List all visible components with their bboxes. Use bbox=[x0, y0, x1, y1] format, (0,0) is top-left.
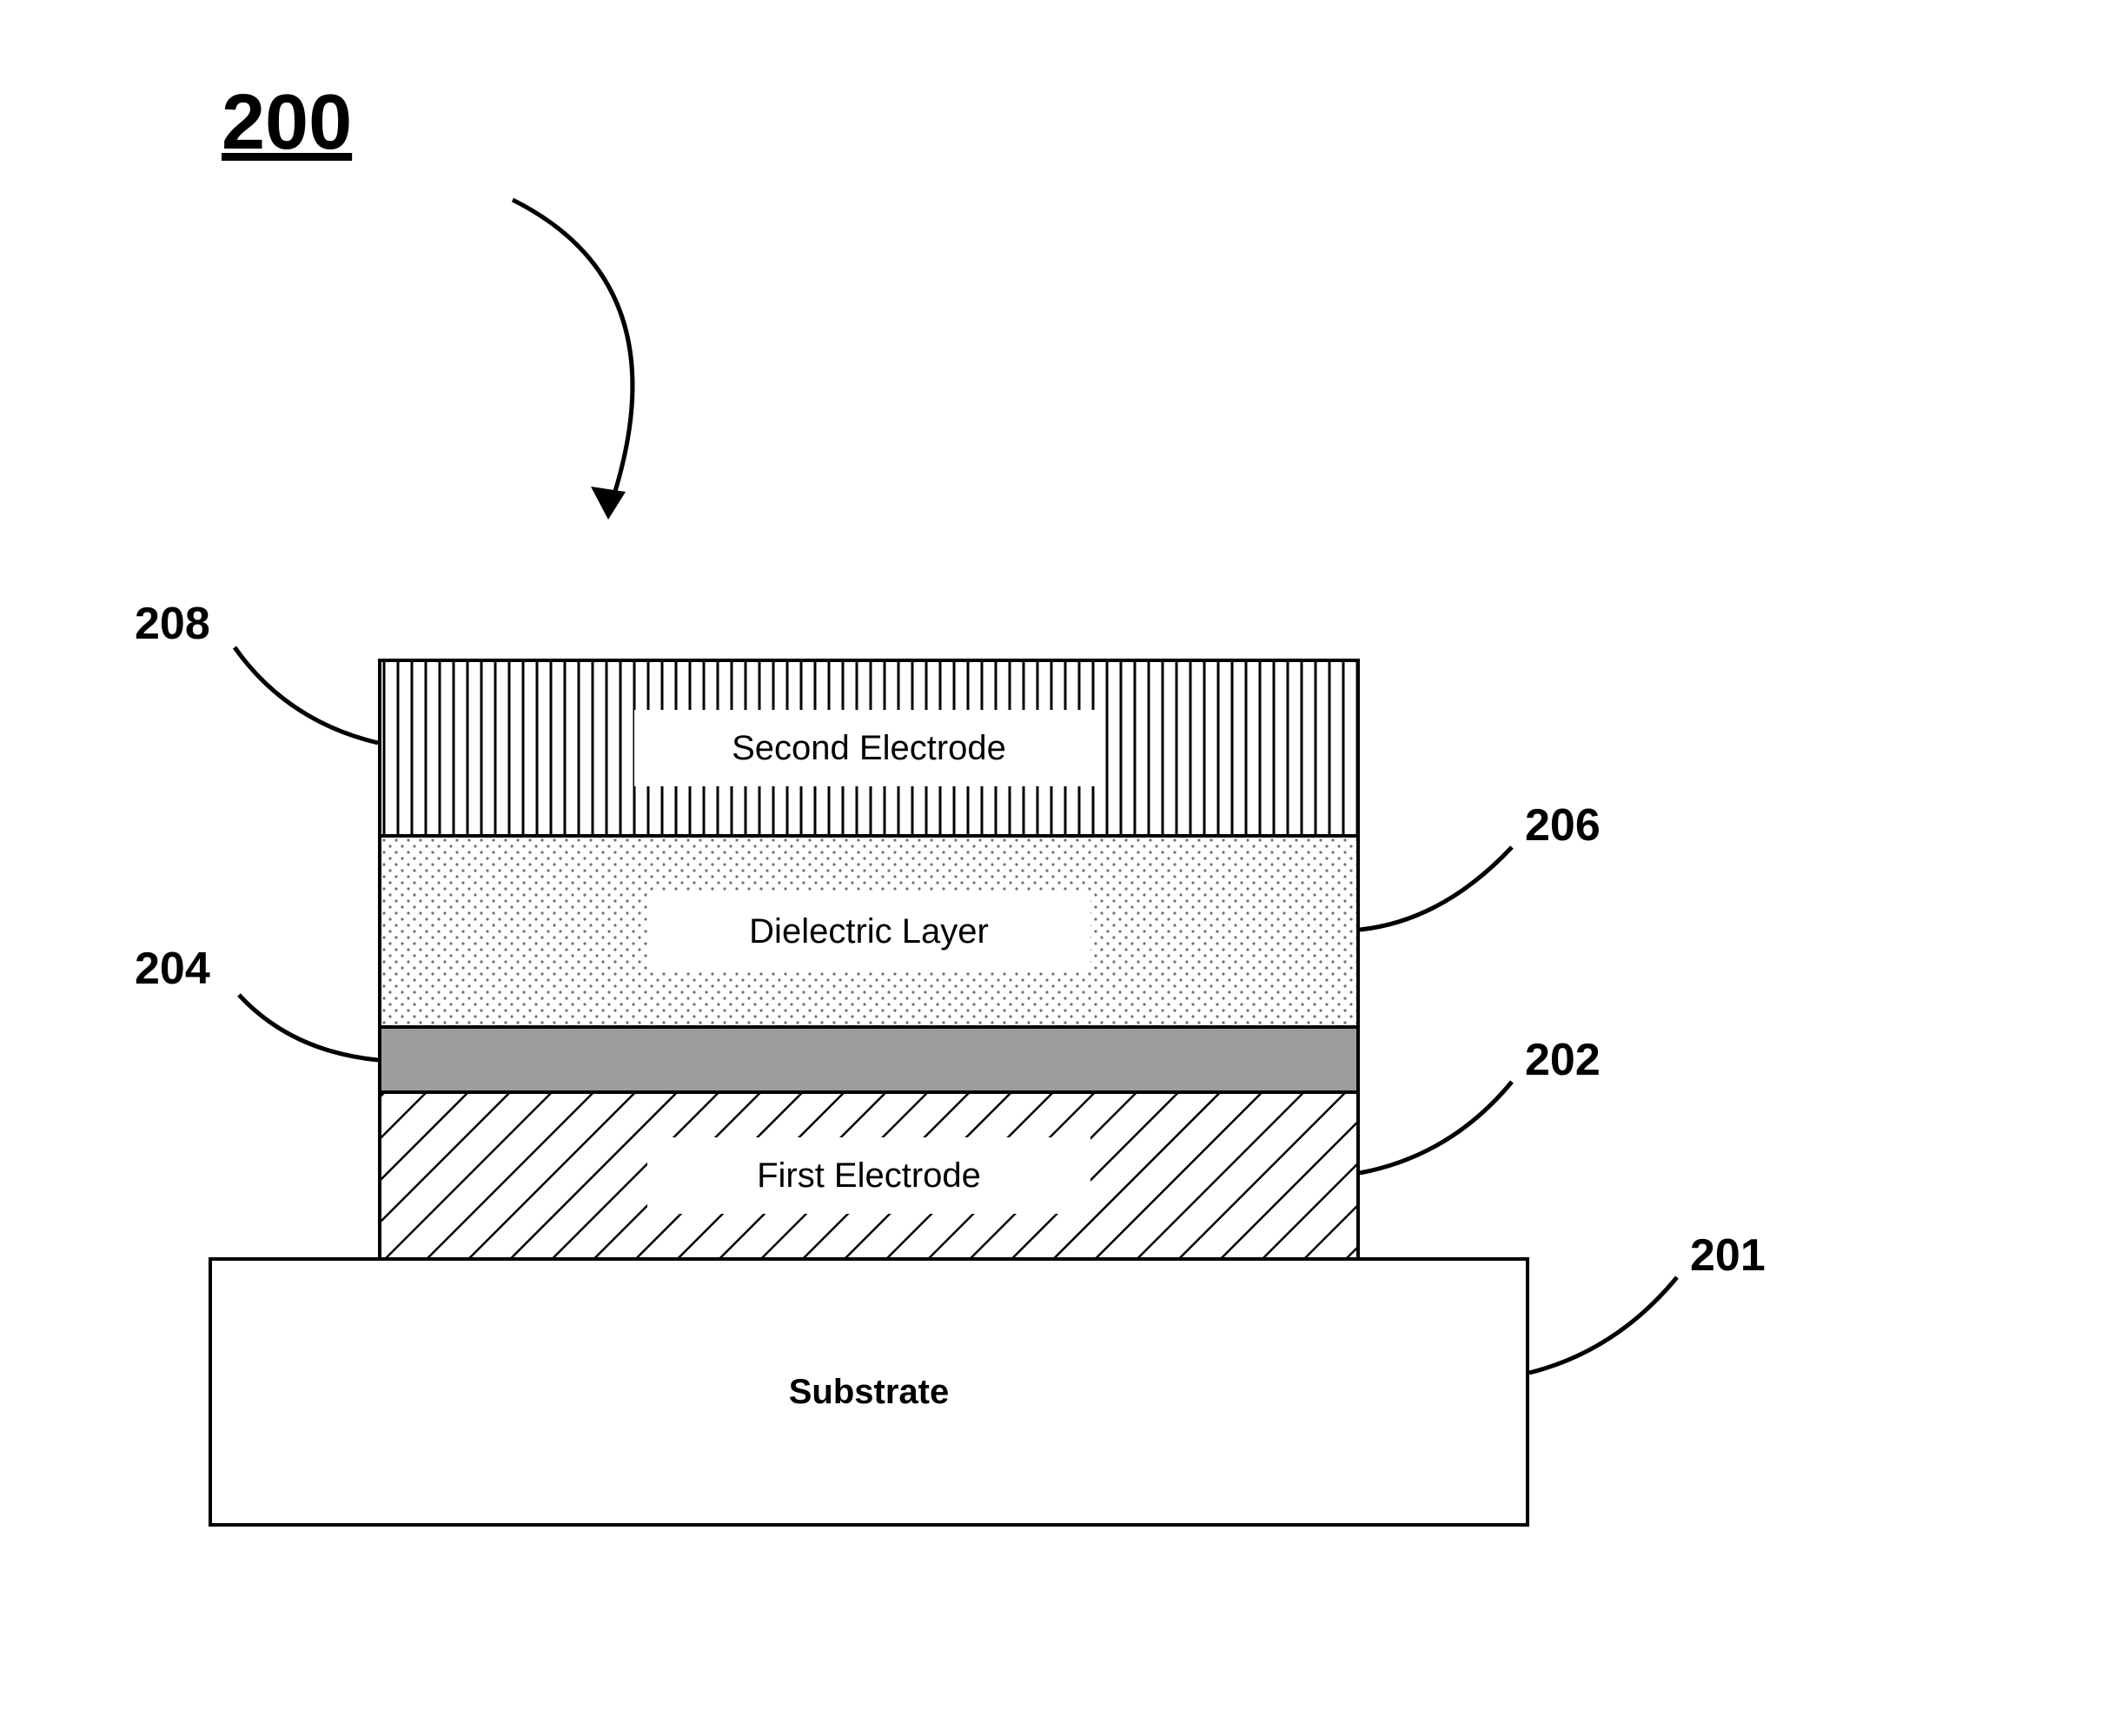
layer-substrate-label: Substrate bbox=[209, 1257, 1529, 1527]
diagram-stage: 200 Substrate First Electrode Dielectric… bbox=[0, 0, 2101, 1736]
layer-first-electrode-label: First Electrode bbox=[647, 1137, 1090, 1214]
layer-dielectric-label: Dielectric Layer bbox=[647, 893, 1090, 970]
layer-second-electrode-label: Second Electrode bbox=[634, 710, 1104, 786]
